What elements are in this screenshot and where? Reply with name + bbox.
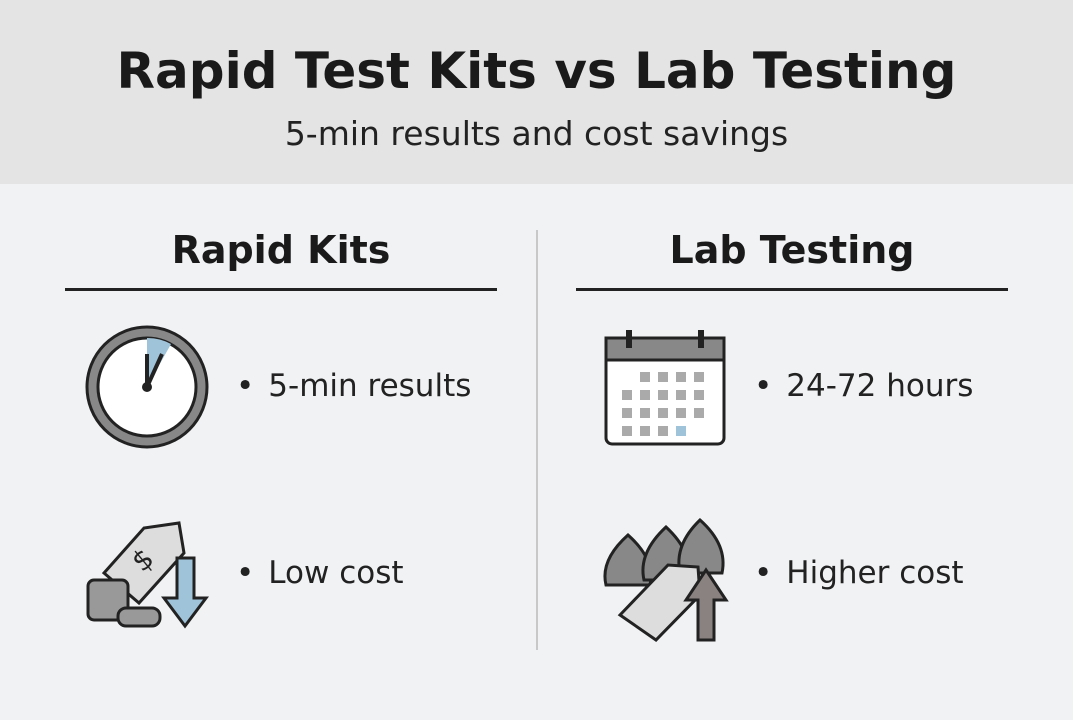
item: 24-72 hours [754, 368, 973, 404]
high-cost-icon [603, 517, 729, 642]
column-heading: Rapid Kits [171, 228, 391, 272]
rule [65, 288, 497, 291]
header-band [0, 0, 1073, 184]
clock-icon [85, 325, 209, 449]
divider [536, 230, 538, 650]
column-heading: Lab Testing [669, 228, 915, 272]
item: 5-min results [236, 368, 471, 404]
low-cost-icon: $ [86, 521, 209, 629]
title: Rapid Test Kits vs Lab Testing [116, 42, 957, 100]
subtitle: 5-min results and cost savings [284, 114, 789, 153]
calendar-icon [604, 330, 726, 446]
rule [576, 288, 1008, 291]
item: Low cost [236, 555, 403, 591]
item: Higher cost [754, 555, 963, 591]
